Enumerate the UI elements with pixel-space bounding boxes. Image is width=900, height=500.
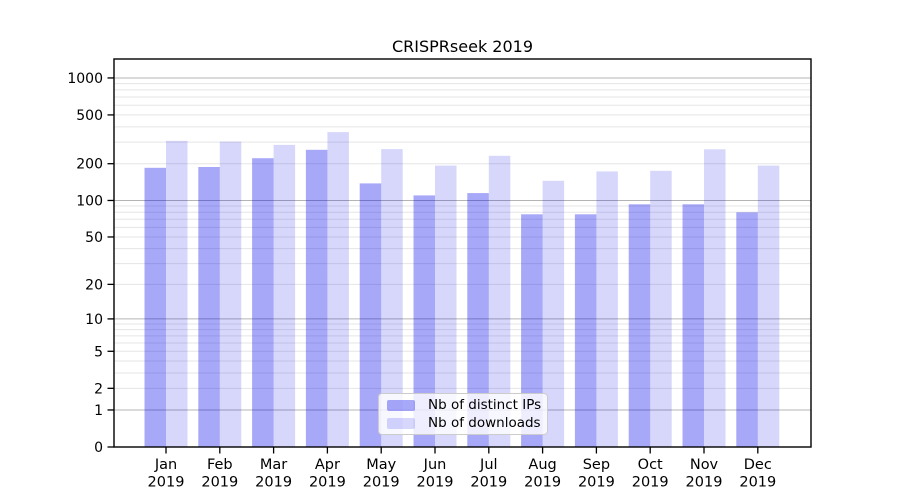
y-tick-label-0: 0 <box>94 440 103 456</box>
y-tick-label-500: 500 <box>76 108 103 124</box>
chart-title: CRISPRseek 2019 <box>391 37 534 56</box>
bar-nb-of-downloads-jan <box>166 140 188 447</box>
x-tick-label-jan: Jan <box>154 457 177 473</box>
y-tick-label-2: 2 <box>94 381 103 397</box>
bar-nb-of-distinct-ips-may <box>359 183 382 447</box>
x-tick-label-apr: Apr <box>315 457 340 473</box>
bar-nb-of-distinct-ips-feb <box>198 167 220 447</box>
bar-nb-of-downloads-apr <box>327 132 349 447</box>
legend-label-distinct-ips: Nb of distinct IPs <box>428 397 542 413</box>
y-tick-label-20: 20 <box>85 277 103 293</box>
bar-nb-of-distinct-ips-dec <box>736 212 758 447</box>
y-tick-label-10: 10 <box>85 312 103 328</box>
x-tick-year-jan: 2019 <box>148 475 185 491</box>
plot-border <box>113 58 812 448</box>
x-tick-year-dec: 2019 <box>739 475 776 491</box>
x-tick-year-oct: 2019 <box>632 475 669 491</box>
bar-nb-of-downloads-oct <box>650 170 672 448</box>
y-tick-label-200: 200 <box>76 157 103 173</box>
x-tick-label-feb: Feb <box>207 457 233 473</box>
x-tick-year-mar: 2019 <box>255 475 292 491</box>
bar-nb-of-distinct-ips-jan <box>144 167 166 448</box>
x-tick-year-aug: 2019 <box>524 475 561 491</box>
y-tick-label-100: 100 <box>76 194 103 210</box>
x-tick-label-may: May <box>366 457 396 473</box>
x-tick-label-mar: Mar <box>260 457 287 473</box>
legend: Nb of distinct IPs Nb of downloads <box>378 393 548 435</box>
x-tick-label-jun: Jun <box>423 457 447 473</box>
x-tick-year-jul: 2019 <box>470 475 507 491</box>
legend-swatch-distinct-ips <box>387 399 415 411</box>
bar-nb-of-downloads-sep <box>596 171 618 447</box>
y-tick-label-5: 5 <box>94 344 103 360</box>
bar-nb-of-distinct-ips-jun <box>413 195 435 447</box>
legend-label-downloads: Nb of downloads <box>428 415 541 431</box>
bar-nb-of-distinct-ips-mar <box>252 158 274 447</box>
y-tick-label-1: 1 <box>94 403 103 419</box>
bar-nb-of-distinct-ips-aug <box>521 214 543 447</box>
x-tick-label-aug: Aug <box>528 457 556 473</box>
x-tick-label-sep: Sep <box>583 457 610 473</box>
bar-nb-of-downloads-jun <box>435 165 457 447</box>
legend-item-downloads: Nb of downloads <box>387 415 541 431</box>
bar-nb-of-distinct-ips-jul <box>467 193 489 447</box>
bar-nb-of-distinct-ips-sep <box>574 214 597 447</box>
bar-nb-of-downloads-nov <box>704 149 726 448</box>
x-tick-label-dec: Dec <box>744 457 772 473</box>
legend-item-distinct-ips: Nb of distinct IPs <box>387 397 542 413</box>
x-tick-year-jun: 2019 <box>417 475 454 491</box>
bar-nb-of-distinct-ips-oct <box>628 204 651 447</box>
x-tick-year-may: 2019 <box>363 475 400 491</box>
x-tick-label-jul: Jul <box>479 457 498 473</box>
bar-nb-of-distinct-ips-nov <box>682 204 704 447</box>
bar-nb-of-downloads-jul <box>488 155 511 448</box>
bar-nb-of-downloads-dec <box>757 165 780 447</box>
x-tick-year-apr: 2019 <box>309 475 346 491</box>
bar-nb-of-downloads-feb <box>219 141 242 447</box>
bar-nb-of-downloads-aug <box>542 180 565 448</box>
y-tick-label-1000: 1000 <box>67 71 103 87</box>
x-tick-label-nov: Nov <box>690 457 719 473</box>
x-tick-year-nov: 2019 <box>686 475 723 491</box>
bar-nb-of-downloads-mar <box>273 144 296 447</box>
x-tick-label-oct: Oct <box>638 457 663 473</box>
y-tick-label-50: 50 <box>85 230 103 246</box>
bar-nb-of-distinct-ips-apr <box>305 149 328 448</box>
x-tick-year-sep: 2019 <box>578 475 615 491</box>
legend-swatch-downloads <box>387 417 415 429</box>
bar-nb-of-downloads-may <box>381 149 403 447</box>
x-tick-year-feb: 2019 <box>201 475 238 491</box>
